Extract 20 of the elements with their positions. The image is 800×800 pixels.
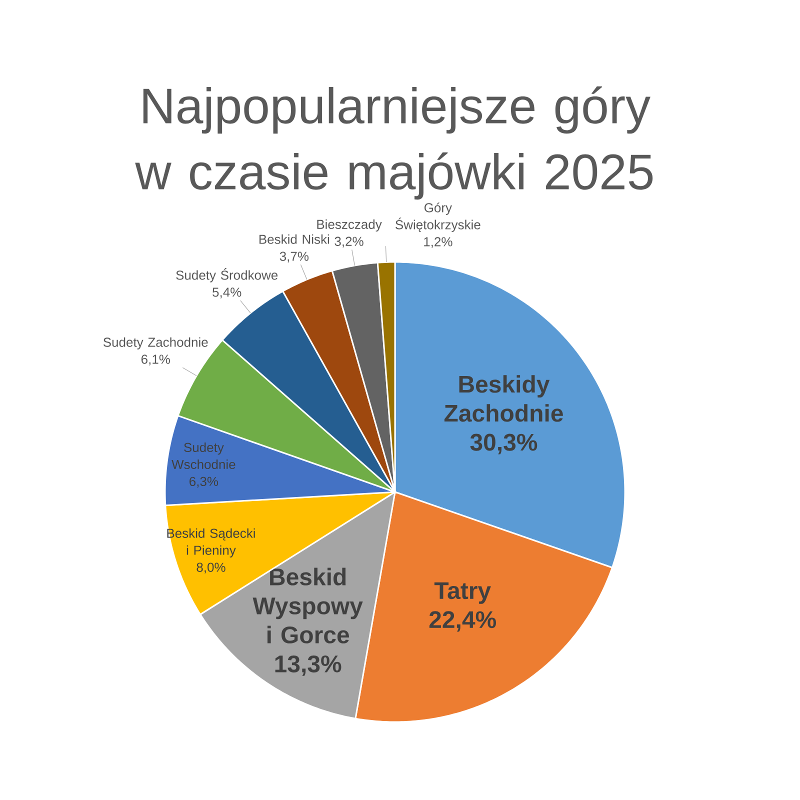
slice-label: Beskid Niski [259,234,330,244]
data-label: 22,4% [429,611,496,632]
slice-label: Bieszczady [317,219,382,232]
data-label: 3,2% [334,236,364,248]
slice-label: Sudety Środkowe [176,268,278,282]
data-label: 1,2% [424,237,452,248]
slice-label: Beskidy Zachodnie [444,375,563,422]
data-label: 30,3% [470,434,538,454]
slice-label: Beskid Wyspowy i Gorce [252,568,363,644]
data-label: 8,0% [196,562,226,574]
data-label: 6,3% [190,476,218,488]
data-label: 3,7% [280,252,309,262]
chart-title: Najpopularniejsze góry w czasie majówki 2025 [135,86,653,200]
slice-label: Sudety Zachodnie [103,337,208,350]
slice-label: Tatry [434,582,491,604]
data-label: 13,3% [275,655,342,676]
slice-label: Sudety Wschodnie [172,442,236,470]
slice-label: Góry Świętokrzyskie [396,202,480,232]
data-label: 6,1% [141,354,170,366]
data-label: 5,4% [212,288,242,298]
